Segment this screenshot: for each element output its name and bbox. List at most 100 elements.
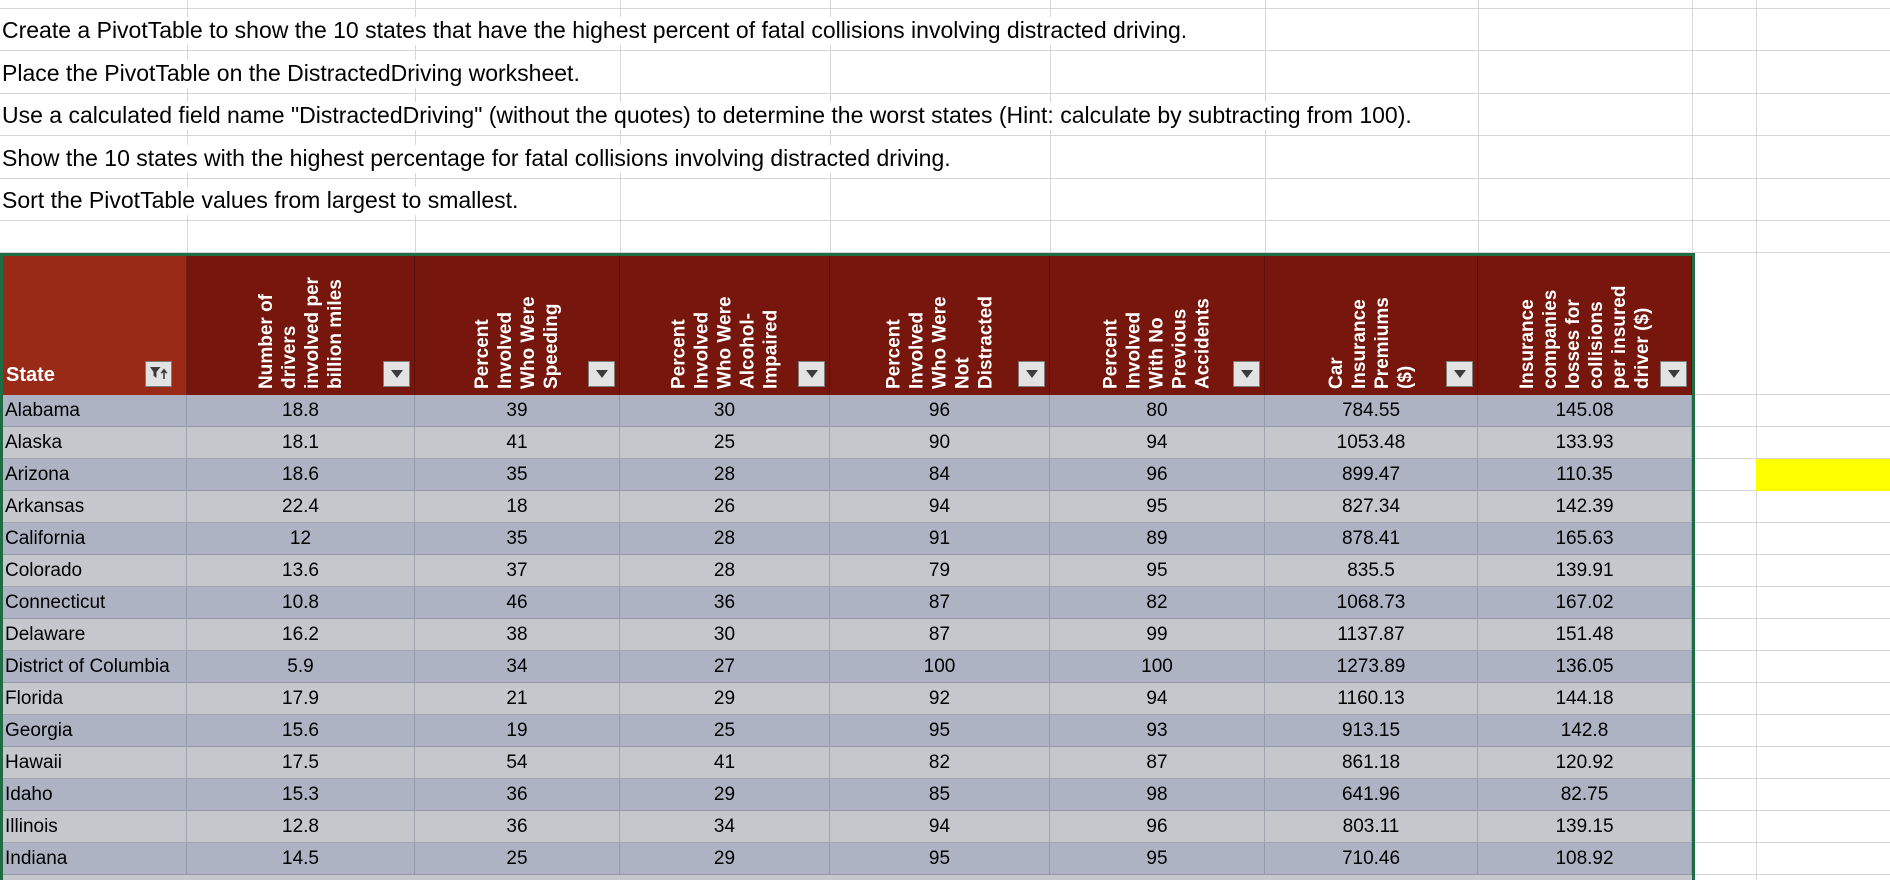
cell-value[interactable]: 108.92 [1478, 843, 1692, 875]
sort-filter-button-state[interactable] [145, 361, 172, 387]
cell-value[interactable]: 878.41 [1265, 523, 1478, 555]
cell-value[interactable]: 784.55 [1265, 395, 1478, 427]
cell-value[interactable]: 1053.48 [1265, 427, 1478, 459]
cell-value[interactable]: 94 [830, 811, 1050, 843]
cell-state[interactable]: Arizona [3, 459, 187, 491]
cell-value[interactable]: 1137.87 [1265, 619, 1478, 651]
cell-value[interactable]: 18.6 [187, 459, 415, 491]
spreadsheet-row[interactable]: Create a PivotTable to show the 10 state… [0, 9, 1890, 51]
cell-value[interactable]: 54 [415, 747, 620, 779]
cell-value[interactable]: 82 [1050, 587, 1265, 619]
cell-value[interactable]: 151.48 [1478, 619, 1692, 651]
cell-value[interactable]: 913.15 [1265, 715, 1478, 747]
cell-value[interactable]: 96 [830, 395, 1050, 427]
cell-value[interactable]: 15.3 [187, 779, 415, 811]
cell-value[interactable]: 82 [830, 747, 1050, 779]
cell-value[interactable]: 17.5 [187, 747, 415, 779]
cell-value[interactable]: 25 [415, 843, 620, 875]
cell-value[interactable]: 29 [620, 779, 830, 811]
column-header-car-insurance-premiums[interactable]: Car Insurance Premiums ($) [1265, 256, 1478, 395]
cell-value[interactable]: 89 [1050, 523, 1265, 555]
cell-value[interactable]: 29 [620, 683, 830, 715]
cell-value[interactable]: 142.8 [1478, 715, 1692, 747]
cell-value[interactable]: 144.18 [1478, 683, 1692, 715]
cell-value[interactable]: 91 [830, 523, 1050, 555]
cell-value[interactable]: 84 [830, 459, 1050, 491]
cell-value[interactable]: 41 [415, 427, 620, 459]
cell-value[interactable]: 14.5 [187, 843, 415, 875]
spreadsheet-row[interactable]: Use a calculated field name "DistractedD… [0, 94, 1890, 136]
column-header-percent-involved-who-were-speeding[interactable]: Percent Involved Who Were Speeding [415, 256, 620, 395]
cell-value[interactable]: 25 [620, 715, 830, 747]
cell-value[interactable]: 29 [620, 843, 830, 875]
cell-value[interactable]: 1160.13 [1265, 683, 1478, 715]
cell-value[interactable]: 87 [830, 619, 1050, 651]
cell-value[interactable]: 95 [830, 843, 1050, 875]
cell-value[interactable]: 96 [1050, 459, 1265, 491]
cell-value[interactable]: 27 [620, 651, 830, 683]
cell-value[interactable]: 16.2 [187, 619, 415, 651]
cell-value[interactable]: 18.1 [187, 427, 415, 459]
cell-value[interactable]: 19 [415, 715, 620, 747]
cell-value[interactable]: 28 [620, 459, 830, 491]
cell-value[interactable]: 79 [830, 555, 1050, 587]
cell-value[interactable]: 110.35 [1478, 459, 1692, 491]
cell-value[interactable]: 36 [415, 779, 620, 811]
cell-value[interactable]: 87 [830, 587, 1050, 619]
cell-value[interactable]: 36 [415, 811, 620, 843]
cell-value[interactable]: 165.63 [1478, 523, 1692, 555]
cell-value[interactable]: 82.75 [1478, 779, 1692, 811]
cell-value[interactable]: 139.15 [1478, 811, 1692, 843]
cell-value[interactable]: 30 [620, 395, 830, 427]
filter-dropdown-button-percent-involved-who-were-alcohol-impaired[interactable] [798, 361, 825, 387]
cell-state[interactable]: Connecticut [3, 587, 187, 619]
cell-value[interactable]: 899.47 [1265, 459, 1478, 491]
cell-value[interactable]: 17.9 [187, 683, 415, 715]
spreadsheet-row[interactable] [0, 0, 1890, 9]
cell-value[interactable]: 41 [620, 747, 830, 779]
cell-state[interactable]: Arkansas [3, 491, 187, 523]
highlighted-cell[interactable] [1756, 459, 1890, 491]
cell-state[interactable]: Colorado [3, 555, 187, 587]
cell-state[interactable]: Alabama [3, 395, 187, 427]
cell-state[interactable]: Indiana [3, 843, 187, 875]
cell-value[interactable]: 37 [415, 555, 620, 587]
cell-value[interactable]: 835.5 [1265, 555, 1478, 587]
cell-value[interactable]: 94 [830, 491, 1050, 523]
cell-value[interactable]: 28 [620, 523, 830, 555]
cell-value[interactable]: 861.18 [1265, 747, 1478, 779]
cell-value[interactable]: 21 [415, 683, 620, 715]
cell-value[interactable]: 87 [1050, 747, 1265, 779]
cell-value[interactable]: 95 [1050, 843, 1265, 875]
filter-dropdown-button-car-insurance-premiums[interactable] [1446, 361, 1473, 387]
column-header-insurance-companies-losses-for-collisions-per-insured-driver[interactable]: Insurance companies losses for collision… [1478, 256, 1692, 395]
cell-value[interactable]: 120.92 [1478, 747, 1692, 779]
cell-value[interactable]: 803.11 [1265, 811, 1478, 843]
cell-value[interactable]: 10.8 [187, 587, 415, 619]
filter-dropdown-button-insurance-companies-losses-for-collisions-per-insured-driver[interactable] [1660, 361, 1687, 387]
cell-state[interactable]: Georgia [3, 715, 187, 747]
cell-value[interactable]: 142.39 [1478, 491, 1692, 523]
cell-value[interactable]: 1068.73 [1265, 587, 1478, 619]
cell-state[interactable]: District of Columbia [3, 651, 187, 683]
cell-state[interactable]: Illinois [3, 811, 187, 843]
cell-value[interactable]: 136.05 [1478, 651, 1692, 683]
cell-value[interactable]: 15.6 [187, 715, 415, 747]
cell-value[interactable]: 98 [1050, 779, 1265, 811]
cell-value[interactable]: 18 [415, 491, 620, 523]
filter-dropdown-button-number-of-drivers-involved-per-billion-miles[interactable] [383, 361, 410, 387]
cell-value[interactable]: 36 [620, 587, 830, 619]
spreadsheet-row[interactable] [0, 221, 1890, 253]
cell-value[interactable]: 145.08 [1478, 395, 1692, 427]
cell-value[interactable]: 827.34 [1265, 491, 1478, 523]
filter-dropdown-button-percent-involved-with-no-previous-accidents[interactable] [1233, 361, 1260, 387]
cell-value[interactable]: 96 [1050, 811, 1265, 843]
column-header-state[interactable]: State [3, 256, 187, 395]
cell-value[interactable]: 94 [1050, 427, 1265, 459]
cell-state[interactable]: Idaho [3, 779, 187, 811]
filter-dropdown-button-percent-involved-who-were-speeding[interactable] [588, 361, 615, 387]
cell-value[interactable]: 80 [1050, 395, 1265, 427]
cell-state[interactable]: Florida [3, 683, 187, 715]
column-header-percent-involved-who-were-alcohol-impaired[interactable]: Percent Involved Who Were Alcohol- Impai… [620, 256, 830, 395]
cell-state[interactable]: Alaska [3, 427, 187, 459]
